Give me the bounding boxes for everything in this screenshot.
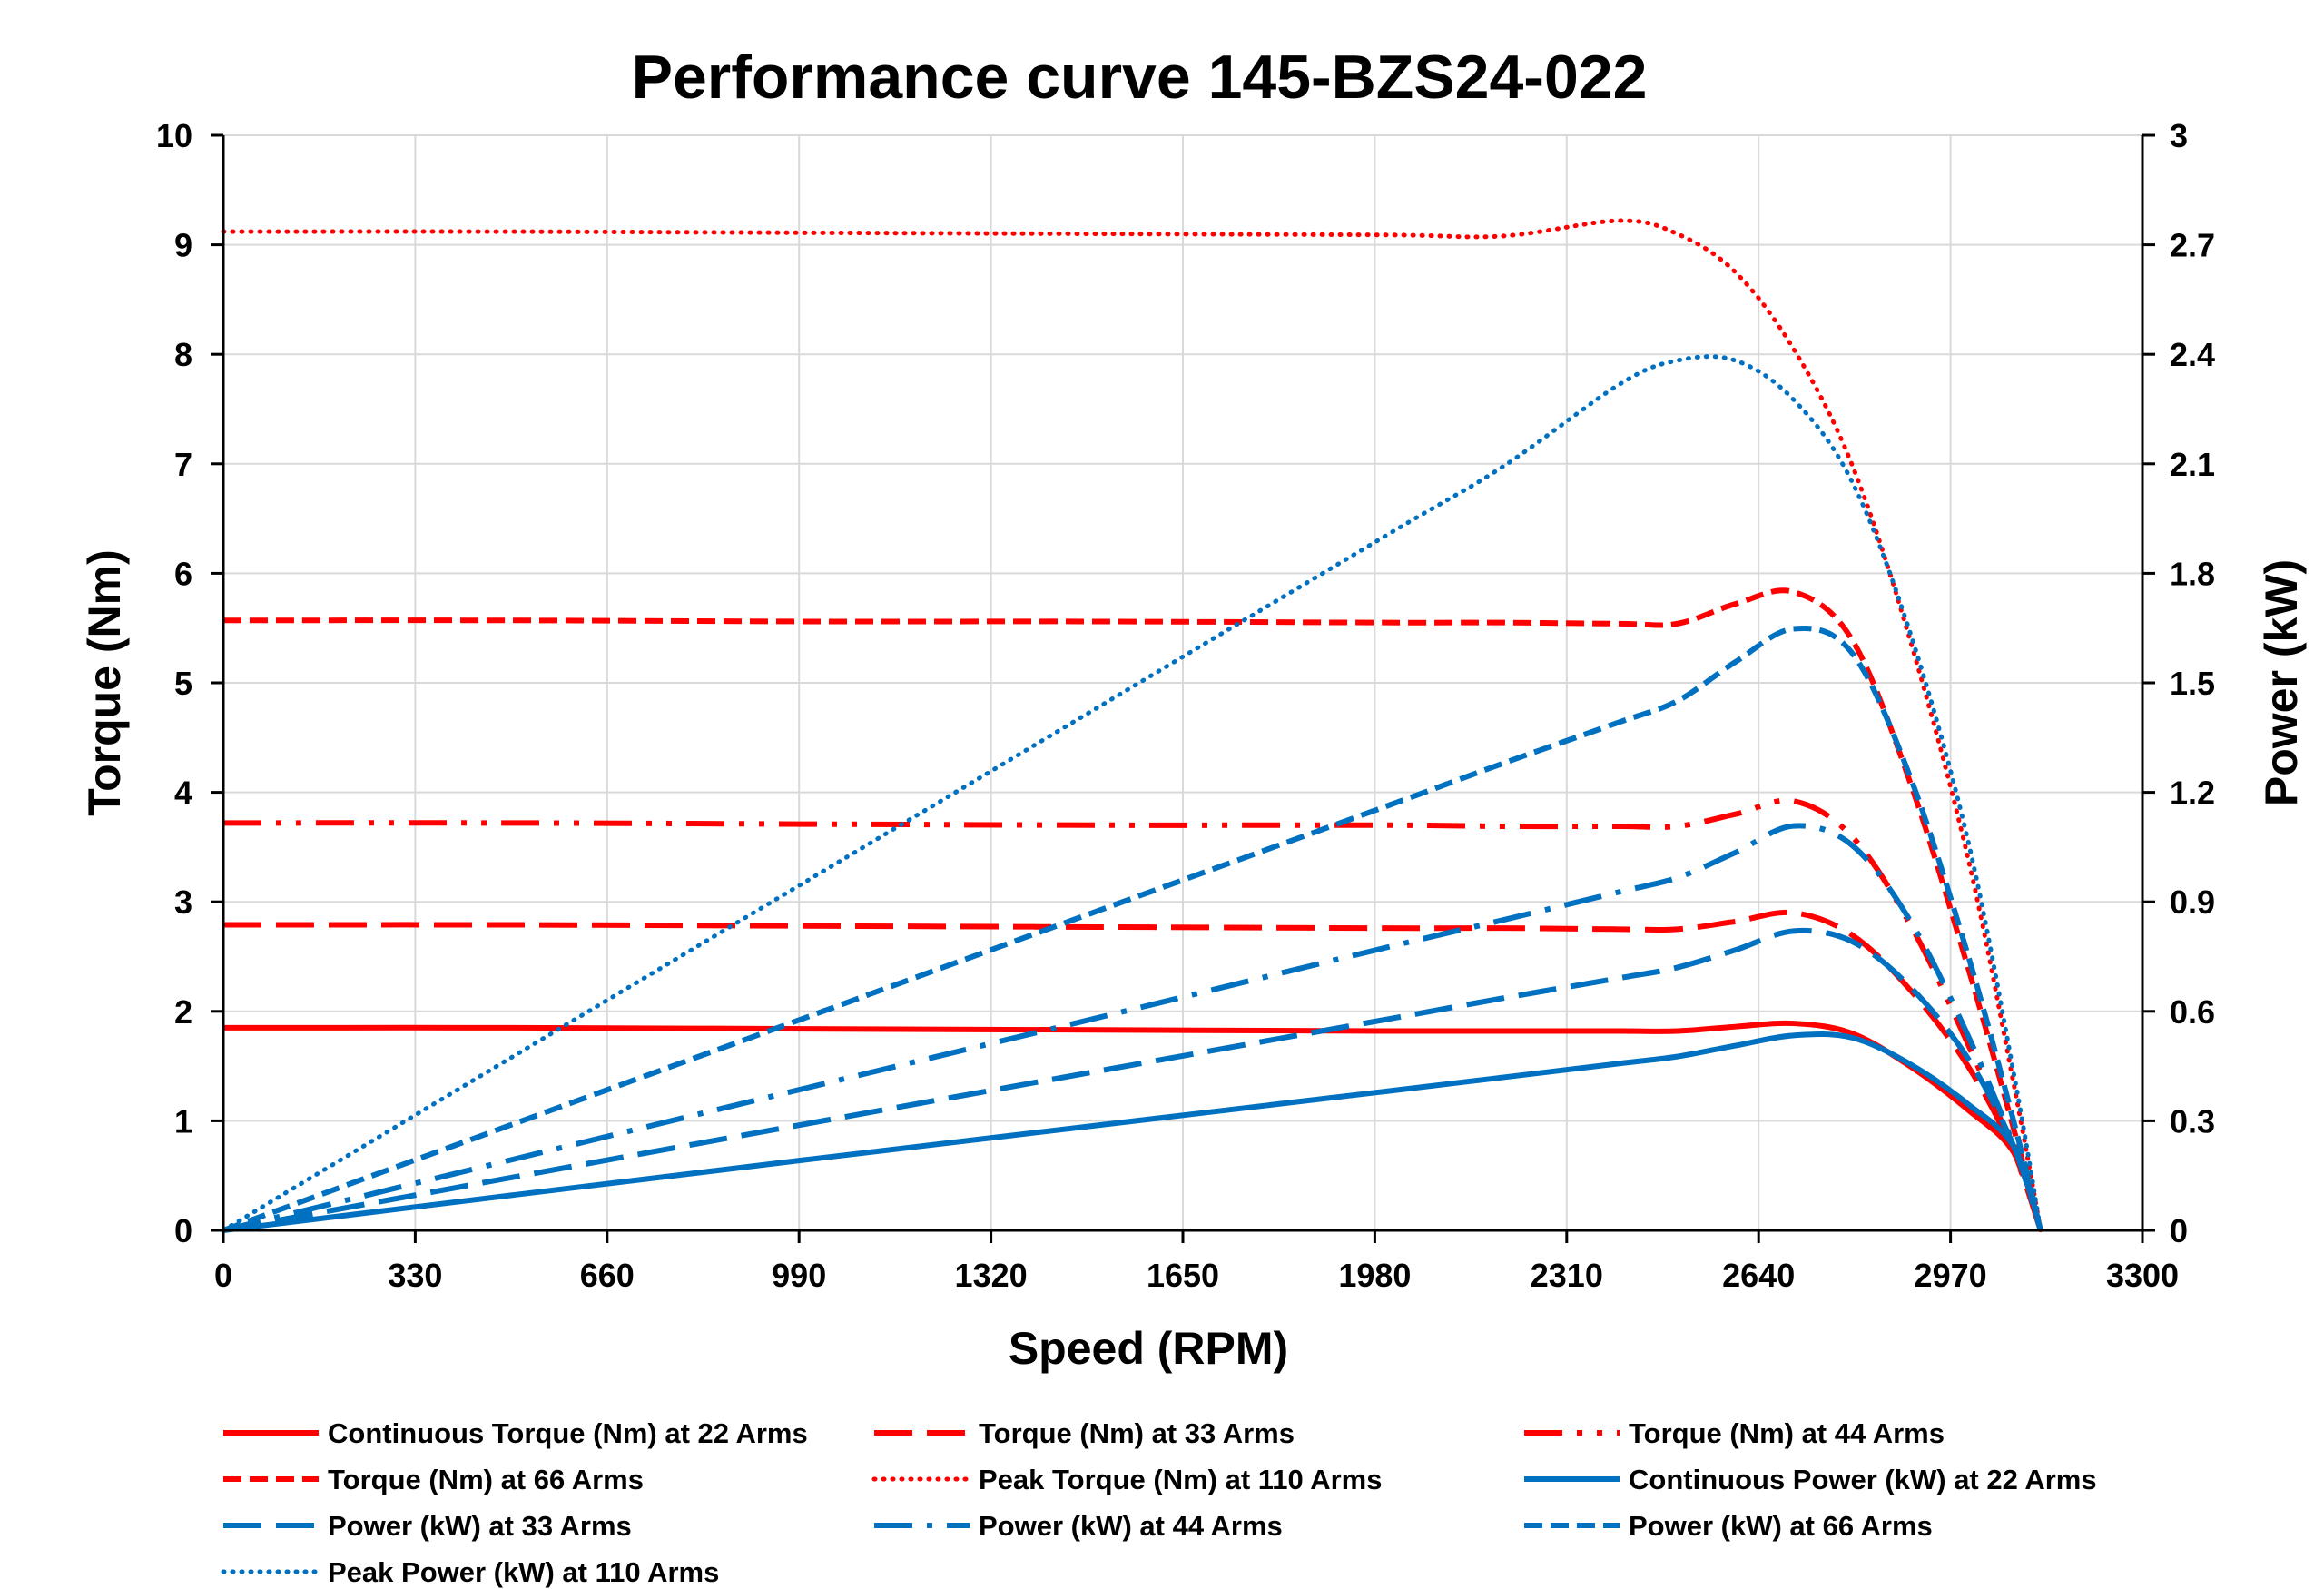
- legend-label: Peak Torque (Nm) at 110 Arms: [979, 1464, 1383, 1495]
- y2-tick-label: 1.2: [2170, 775, 2215, 812]
- y2-tick-label: 0: [2170, 1212, 2188, 1249]
- y2-tick-label: 2.4: [2170, 336, 2215, 373]
- y2-tick-label: 0.6: [2170, 993, 2215, 1031]
- y2-tick-label: 1.8: [2170, 555, 2215, 592]
- series-line: [222, 1031, 2043, 1233]
- series-line: [222, 909, 2043, 1231]
- x-tick-label: 3300: [2106, 1257, 2179, 1294]
- series-line: [222, 625, 2043, 1233]
- chart-title: Performance curve 145-BZS24-022: [632, 43, 1648, 112]
- x-axis-label: Speed (RPM): [1009, 1323, 1288, 1374]
- legend-label: Torque (Nm) at 44 Arms: [1629, 1417, 1945, 1449]
- legend-label: Power (kW) at 44 Arms: [979, 1510, 1283, 1542]
- y-tick-label: 3: [174, 883, 192, 921]
- legend-label: Torque (Nm) at 33 Arms: [979, 1417, 1295, 1449]
- y2-tick-label: 1.5: [2170, 665, 2215, 702]
- legend-label: Continuous Torque (Nm) at 22 Arms: [328, 1417, 808, 1449]
- x-tick-label: 1320: [955, 1257, 1028, 1294]
- x-tick-label: 2310: [1531, 1257, 1603, 1294]
- y2-tick-label: 2.7: [2170, 227, 2215, 264]
- x-tick-label: 990: [772, 1257, 826, 1294]
- series-line: [221, 354, 2043, 1233]
- y-tick-label: 1: [174, 1102, 192, 1140]
- series-line: [221, 218, 2043, 1233]
- legend: Continuous Torque (Nm) at 22 Arms Torque …: [221, 1417, 2097, 1588]
- y2-tick-label: 2.1: [2170, 446, 2215, 483]
- y-tick-label: 9: [174, 227, 192, 264]
- legend-label: Continuous Power (kW) at 22 Arms: [1629, 1464, 2097, 1495]
- series-line: [222, 587, 2043, 1231]
- x-tick-label: 2640: [1722, 1257, 1795, 1294]
- x-tick-label: 0: [214, 1257, 232, 1294]
- legend-label: Power (kW) at 33 Arms: [328, 1510, 632, 1542]
- y-tick-label: 8: [174, 336, 192, 373]
- y-tick-label: 2: [174, 993, 192, 1031]
- legend-label: Torque (Nm) at 66 Arms: [328, 1464, 644, 1495]
- y2-tick-label: 3: [2170, 117, 2188, 154]
- series-line: [222, 797, 2043, 1231]
- x-tick-label: 1980: [1338, 1257, 1411, 1294]
- y-axis-label: Torque (Nm): [79, 549, 130, 815]
- x-tick-label: 1650: [1147, 1257, 1219, 1294]
- series-line: [222, 823, 2043, 1233]
- y2-tick-label: 0.9: [2170, 883, 2215, 921]
- y-tick-label: 6: [174, 555, 192, 592]
- series-line: [222, 927, 2043, 1233]
- y-tick-label: 7: [174, 446, 192, 483]
- x-tick-label: 330: [388, 1257, 442, 1294]
- legend-label: Power (kW) at 66 Arms: [1629, 1510, 1933, 1542]
- y2-axis-label: Power (kW): [2256, 559, 2307, 806]
- y-tick-label: 0: [174, 1212, 192, 1249]
- x-tick-label: 2970: [1915, 1257, 1987, 1294]
- series-lines: [221, 218, 2043, 1233]
- gridlines: [223, 134, 2143, 1230]
- y-tick-label: 5: [174, 665, 192, 702]
- y2-tick-label: 0.3: [2170, 1102, 2215, 1140]
- axes: 0 330 660 990 1320 1650 1980 2310 2640 2970 330001…: [156, 117, 2215, 1294]
- y-tick-label: 4: [174, 775, 192, 812]
- x-tick-label: 660: [580, 1257, 635, 1294]
- legend-label: Peak Power (kW) at 110 Arms: [328, 1556, 719, 1588]
- y-tick-label: 10: [156, 117, 192, 154]
